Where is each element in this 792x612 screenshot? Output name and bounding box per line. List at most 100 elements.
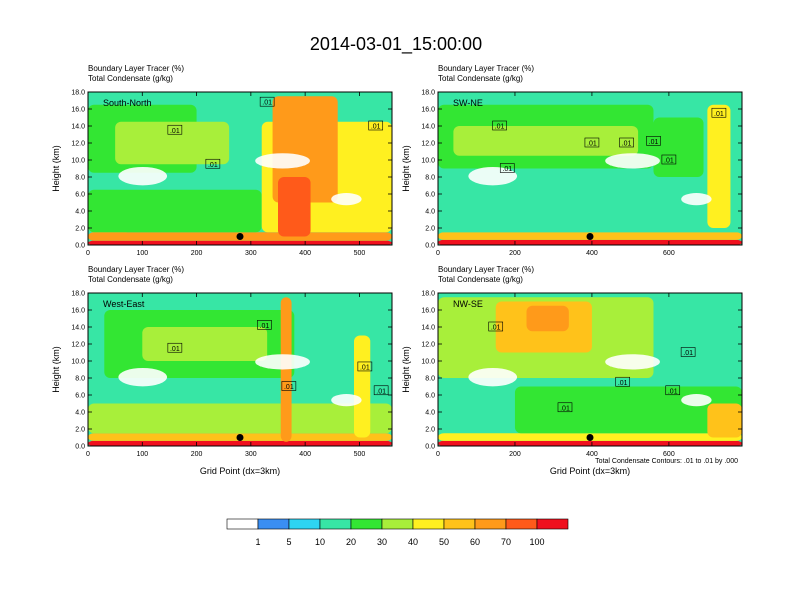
x-axis-label: Grid Point (dx=3km): [550, 466, 630, 476]
y-tick-label: 14.0: [71, 124, 85, 131]
contour-label: .01: [587, 141, 597, 148]
y-tick-label: 8.0: [75, 175, 85, 182]
panel-header-tracer: Boundary Layer Tracer (%): [438, 265, 534, 274]
plot-frame: [87, 91, 393, 246]
y-tick-label: 4.0: [75, 209, 85, 216]
panel-header-condensate: Total Condensate (g/kg): [438, 275, 523, 284]
y-tick-label: 10.0: [421, 158, 435, 165]
y-tick-label: 2.0: [75, 427, 85, 434]
tracer-field: [88, 293, 392, 446]
clear-air-pocket: [605, 153, 660, 169]
colorbar-swatch: [226, 518, 259, 530]
field-region: [707, 403, 742, 438]
clear-air-pocket: [255, 354, 310, 370]
colorbar-swatch: [536, 518, 569, 530]
field-region: [438, 202, 742, 233]
colorbar-swatch: [288, 518, 321, 530]
plot-frame: [437, 91, 743, 246]
panel-cross-section-label: West-East: [103, 299, 145, 309]
colorbar-label: 70: [501, 537, 511, 547]
contour-label: .01: [260, 323, 270, 330]
contour-label: .01: [618, 380, 628, 387]
colorbar-label: 5: [286, 537, 291, 547]
contour-label-box: [259, 96, 275, 107]
contour-label: .01: [208, 162, 218, 169]
y-tick-label: 6.0: [75, 393, 85, 400]
y-tick-label: 4.0: [425, 410, 435, 417]
contour-label-box: [373, 385, 389, 396]
y-tick-label: 12.0: [421, 141, 435, 148]
panel-header-condensate: Total Condensate (g/kg): [88, 275, 173, 284]
field-region: [272, 96, 338, 203]
x-tick-label: 400: [586, 250, 598, 257]
y-tick-label: 18.0: [71, 90, 85, 97]
field-region: [707, 104, 731, 228]
contour-label: .01: [262, 100, 272, 107]
y-tick-label: 8.0: [75, 376, 85, 383]
y-tick-label: 4.0: [425, 209, 435, 216]
plot-frame: [437, 292, 743, 447]
field-region: [88, 240, 392, 245]
colorbar-swatch: [257, 518, 290, 530]
contour-label-box: [492, 120, 507, 131]
contour-label-box: [488, 321, 504, 332]
panel-cross-section-label: SW-NE: [453, 98, 483, 108]
y-tick-label: 8.0: [425, 175, 435, 182]
clear-air-pocket: [468, 166, 518, 186]
field-region: [526, 305, 569, 332]
y-tick-label: 0.0: [75, 243, 85, 250]
colorbar-label: 10: [315, 537, 325, 547]
y-tick-label: 0.0: [75, 444, 85, 451]
contour-label-box: [368, 120, 384, 131]
field-region: [88, 403, 392, 434]
x-tick-label: 600: [663, 250, 675, 257]
x-tick-label: 100: [136, 250, 148, 257]
y-tick-label: 2.0: [425, 427, 435, 434]
contour-label: .01: [371, 124, 381, 131]
colorbar-swatch: [381, 518, 414, 530]
y-tick-label: 18.0: [421, 291, 435, 298]
contour-label-box: [661, 154, 677, 165]
clear-air-pocket: [331, 393, 362, 407]
y-tick-label: 10.0: [71, 359, 85, 366]
panel-nw-se: .01 .01 .01 .01 .01 0.0 2.0 4.0 6.0 8.0 10.0 12.0 14…: [401, 265, 743, 476]
x-tick-label: 200: [509, 451, 521, 458]
main-title: 2014-03-01_15:00:00: [310, 34, 482, 55]
y-tick-label: 16.0: [421, 308, 435, 315]
colorbar-swatch: [474, 518, 507, 530]
contour-label-box: [619, 137, 634, 148]
contour-label-box: [584, 137, 600, 148]
x-tick-label: 0: [436, 250, 440, 257]
y-tick-label: 6.0: [425, 192, 435, 199]
contour-label: .01: [649, 139, 659, 146]
panel-header-tracer: Boundary Layer Tracer (%): [88, 265, 184, 274]
contour-label: .01: [284, 384, 294, 391]
contour-label: .01: [170, 346, 180, 353]
contour-label: .01: [668, 388, 678, 395]
field-region: [88, 189, 262, 233]
clear-air-pocket: [331, 192, 362, 206]
x-tick-label: 100: [136, 451, 148, 458]
panel-sw-ne: .01 .01 .01 .01 .01 .01 .01 0.0 2.0 4.0 6.0 8.0 10.0…: [401, 64, 743, 257]
field-region: [438, 440, 742, 446]
colorbar-label: 1: [255, 537, 260, 547]
colorbar-label: 40: [408, 537, 418, 547]
y-tick-label: 14.0: [421, 124, 435, 131]
y-tick-label: 10.0: [421, 359, 435, 366]
field-region: [354, 335, 371, 438]
field-region: [278, 177, 311, 237]
y-tick-label: 16.0: [71, 107, 85, 114]
y-tick-label: 18.0: [421, 90, 435, 97]
panel-south-north: .01 .01 .01 .01 0.0 2.0 4.0 6.0 8.0 10.0 12.0 14.0 1…: [51, 64, 393, 257]
tracer-field: [438, 92, 742, 245]
clear-air-pocket: [118, 166, 168, 186]
field-region: [280, 297, 292, 442]
colorbar-label: 100: [529, 537, 544, 547]
clear-air-pocket: [681, 393, 712, 407]
field-region: [115, 121, 230, 165]
y-axis-label: Height (km): [401, 145, 411, 192]
contour-label-box: [167, 342, 183, 353]
clear-air-pocket: [681, 192, 712, 206]
contour-label: .01: [502, 166, 512, 173]
clear-air-pocket: [118, 367, 168, 387]
